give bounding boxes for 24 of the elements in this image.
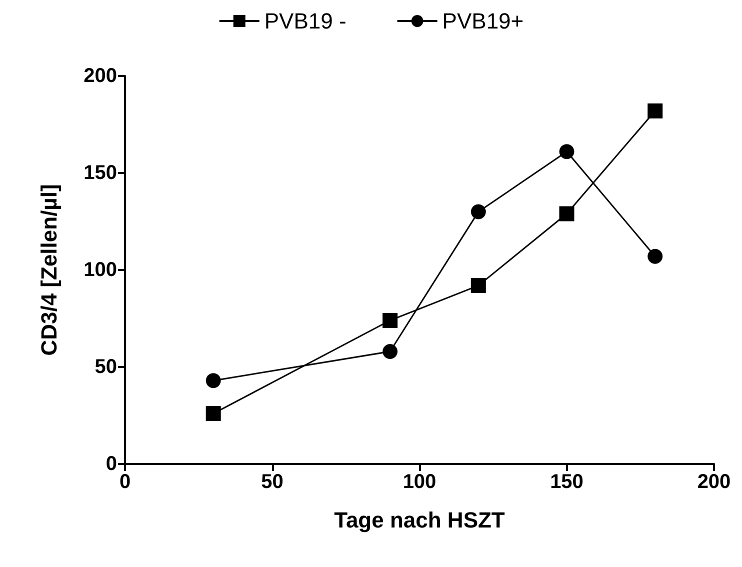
point bbox=[382, 312, 398, 328]
x-tick-label: 200 bbox=[697, 471, 731, 493]
y-axis-title: CD3/4 [Zellen/µl] bbox=[36, 184, 62, 356]
x-tick-label: 100 bbox=[402, 471, 436, 493]
x-tick-label: 50 bbox=[261, 471, 284, 493]
y-tick-label: 50 bbox=[94, 356, 117, 378]
point bbox=[382, 344, 398, 359]
point bbox=[470, 204, 486, 220]
x-tick-label: 150 bbox=[550, 471, 584, 493]
point bbox=[206, 406, 221, 422]
point bbox=[559, 206, 574, 222]
y-tick-label: 150 bbox=[84, 162, 117, 184]
point bbox=[648, 103, 663, 118]
legend-label: PVB19+ bbox=[442, 8, 524, 34]
y-tick-label: 100 bbox=[84, 259, 117, 281]
point bbox=[206, 373, 221, 388]
point bbox=[648, 248, 663, 264]
legend-label: PVB19 - bbox=[264, 8, 346, 34]
x-tick-label: 0 bbox=[119, 471, 131, 493]
y-tick-label: 0 bbox=[106, 453, 117, 475]
point bbox=[559, 144, 574, 160]
point bbox=[470, 278, 486, 294]
y-tick-label: 200 bbox=[84, 65, 117, 87]
x-axis-title: Tage nach HSZT bbox=[334, 508, 506, 532]
